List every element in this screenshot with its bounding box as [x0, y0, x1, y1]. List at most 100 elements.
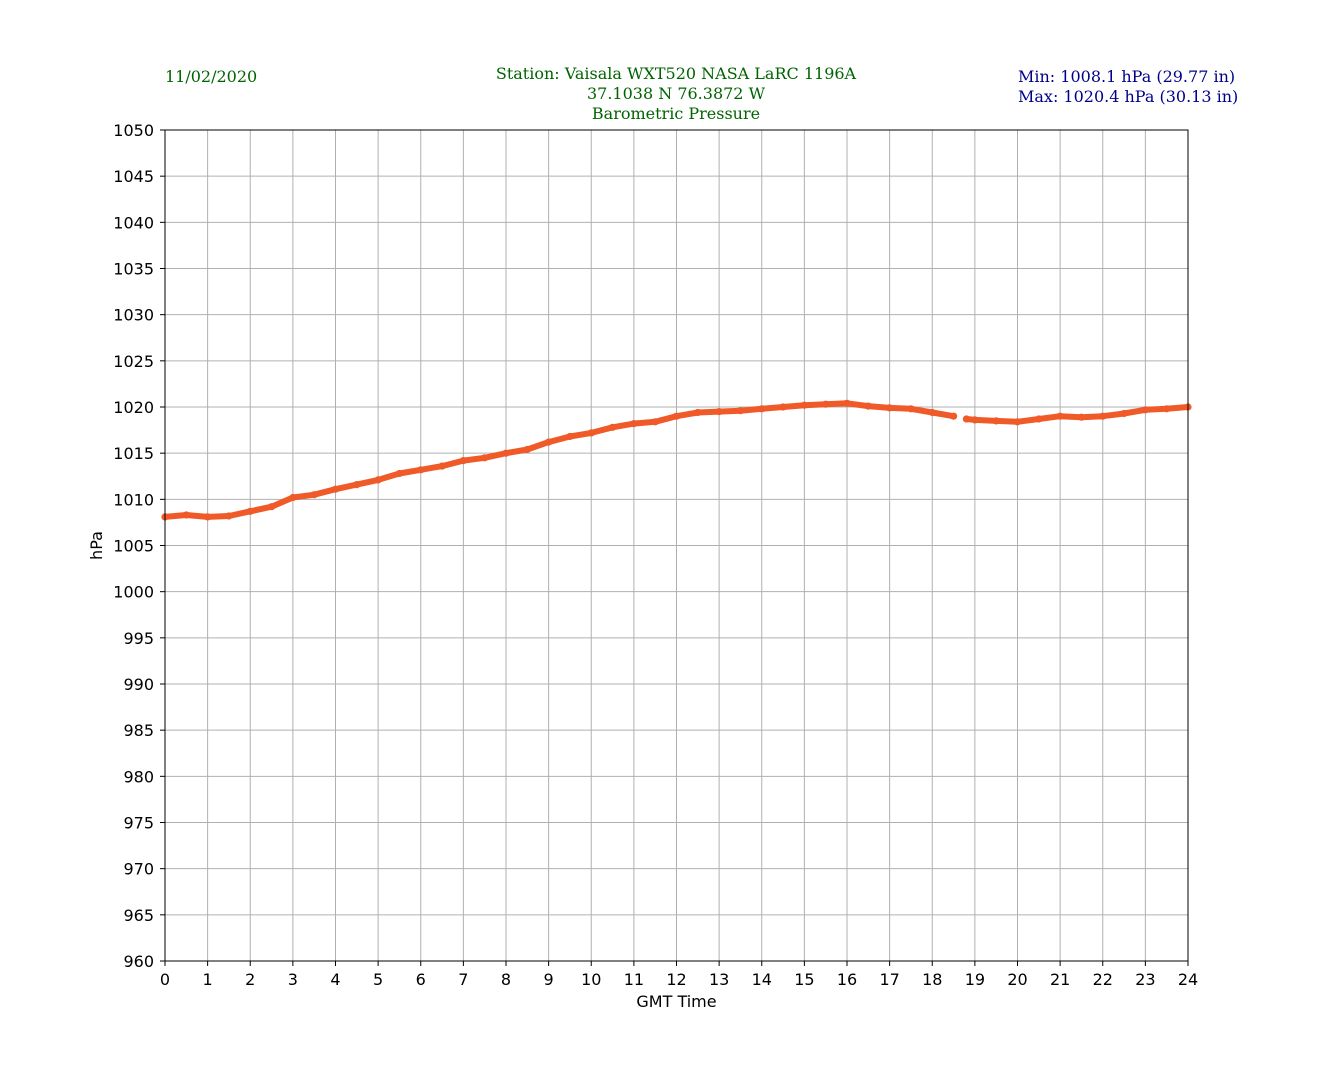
data-point — [800, 401, 809, 409]
x-tick-label: 13 — [709, 970, 729, 989]
data-point — [587, 429, 595, 437]
x-tick-label: 0 — [160, 970, 170, 989]
y-tick-label: 990 — [123, 675, 154, 694]
data-point — [715, 408, 723, 416]
data-point — [459, 457, 467, 465]
y-tick-label: 980 — [123, 767, 154, 786]
variable-line: Barometric Pressure — [591, 104, 761, 123]
data-point — [1013, 418, 1022, 426]
x-tick-label: 1 — [203, 970, 213, 989]
data-point — [971, 416, 979, 424]
data-point — [545, 438, 553, 446]
data-point — [438, 462, 446, 470]
data-point — [1099, 412, 1107, 420]
data-point — [822, 400, 830, 408]
data-point — [758, 405, 766, 413]
data-point — [523, 445, 531, 454]
x-tick-label: 14 — [752, 970, 772, 989]
y-tick-label: 1005 — [113, 537, 154, 556]
y-tick-label: 1000 — [113, 583, 154, 602]
data-point — [204, 513, 212, 521]
data-point — [1035, 415, 1043, 423]
tick-layer: 0 1 2 3 4 5 6 7 8 9 10 11 12 13 14 15 16 17 18 19 20 21 22 23 24… — [113, 121, 1198, 989]
data-point — [928, 408, 936, 417]
data-point — [331, 485, 340, 493]
data-point — [1077, 413, 1085, 421]
data-point — [672, 412, 681, 420]
data-point — [962, 415, 971, 423]
grid-layer — [164, 129, 1189, 962]
data-point — [225, 512, 233, 520]
x-tick-label: 2 — [245, 970, 255, 989]
y-axis-title: hPa — [87, 531, 106, 560]
station-line: Station: Vaisala WXT520 NASA LaRC 1196A — [495, 64, 857, 83]
data-point — [246, 507, 254, 515]
x-tick-label: 6 — [416, 970, 426, 989]
x-tick-label: 12 — [666, 970, 686, 989]
x-tick-label: 22 — [1093, 970, 1113, 989]
x-tick-label: 3 — [288, 970, 298, 989]
x-tick-label: 18 — [922, 970, 942, 989]
x-tick-label: 23 — [1135, 970, 1155, 989]
y-tick-label: 1010 — [113, 490, 154, 509]
x-tick-label: 19 — [965, 970, 985, 989]
min-stat: Min: 1008.1 hPa (29.77 in) — [1018, 67, 1236, 86]
data-point — [310, 491, 318, 499]
y-tick-label: 1020 — [113, 398, 154, 417]
data-point — [1120, 409, 1128, 418]
max-stat: Max: 1020.4 hPa (30.13 in) — [1018, 87, 1239, 106]
x-tick-label: 10 — [581, 970, 601, 989]
y-tick-label: 1040 — [113, 213, 154, 232]
data-point — [630, 420, 638, 428]
min-max-stats: Min: 1008.1 hPa (29.77 in) Max: 1020.4 h… — [1018, 67, 1238, 107]
data-point — [1163, 405, 1171, 413]
data-point — [502, 449, 510, 457]
series-trace — [963, 404, 1191, 425]
data-point — [886, 404, 894, 412]
x-tick-label: 17 — [879, 970, 899, 989]
y-tick-label: 1045 — [113, 167, 154, 186]
x-tick-label: 4 — [330, 970, 340, 989]
data-point — [481, 454, 489, 462]
data-point — [651, 418, 659, 426]
x-tick-label: 7 — [458, 970, 468, 989]
y-tick-label: 965 — [123, 906, 154, 925]
x-tick-label: 15 — [794, 970, 814, 989]
data-point — [374, 476, 382, 484]
series-trace — [162, 400, 957, 520]
y-tick-label: 975 — [123, 814, 154, 833]
y-tick-label: 970 — [123, 860, 154, 879]
x-tick-label: 16 — [837, 970, 857, 989]
y-tick-label: 1035 — [113, 260, 154, 279]
y-tick-label: 1015 — [113, 444, 154, 463]
x-tick-label: 24 — [1178, 970, 1198, 989]
chart-title-block: Station: Vaisala WXT520 NASA LaRC 1196A … — [376, 64, 976, 124]
data-point — [268, 503, 276, 511]
x-tick-label: 8 — [501, 970, 511, 989]
x-tick-label: 21 — [1050, 970, 1070, 989]
x-axis-title: GMT Time — [636, 992, 716, 1011]
data-point — [694, 408, 702, 417]
x-tick-label: 20 — [1007, 970, 1027, 989]
data-point — [395, 469, 403, 478]
data-point — [1056, 412, 1064, 420]
data-point — [609, 423, 617, 431]
y-tick-label: 1030 — [113, 306, 154, 325]
y-tick-label: 1025 — [113, 352, 154, 371]
data-point — [353, 481, 361, 489]
data-point — [864, 402, 872, 410]
x-tick-label: 11 — [624, 970, 644, 989]
data-point — [992, 417, 1000, 425]
data-point — [182, 511, 190, 519]
data-point — [843, 399, 851, 407]
y-tick-label: 1050 — [113, 121, 154, 140]
data-point — [779, 403, 787, 411]
coords-line: 37.1038 N 76.3872 W — [586, 84, 766, 103]
data-point — [417, 466, 425, 474]
x-tick-label: 5 — [373, 970, 383, 989]
data-point — [566, 432, 574, 441]
data-point — [289, 493, 297, 502]
date-label: 11/02/2020 — [165, 67, 258, 86]
y-tick-label: 985 — [123, 721, 154, 740]
